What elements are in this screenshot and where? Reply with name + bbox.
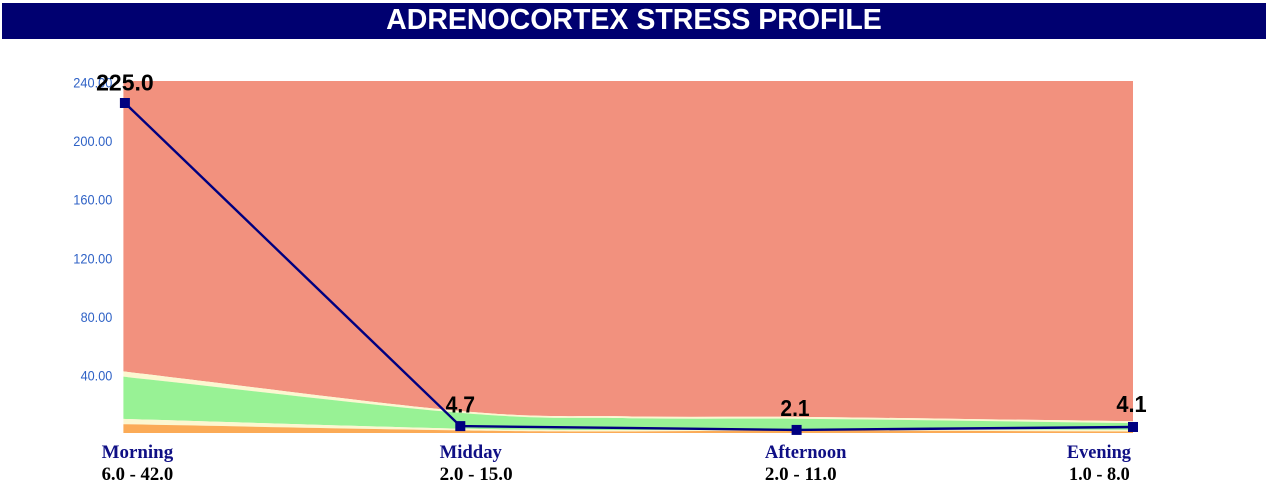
svg-text:160.00: 160.00: [73, 192, 112, 208]
svg-text:225.0: 225.0: [96, 70, 154, 96]
svg-text:Midday: Midday: [440, 442, 503, 463]
svg-text:40.00: 40.00: [81, 368, 113, 384]
svg-text:200.00: 200.00: [73, 133, 112, 149]
svg-text:4.1: 4.1: [1116, 391, 1146, 417]
svg-text:1.0 - 8.0: 1.0 - 8.0: [1069, 464, 1130, 485]
svg-text:Morning: Morning: [102, 442, 174, 463]
svg-text:2.1: 2.1: [780, 395, 809, 421]
svg-text:240.00: 240.00: [73, 74, 112, 90]
svg-text:Afternoon: Afternoon: [765, 442, 847, 463]
svg-text:120.00: 120.00: [73, 250, 112, 266]
svg-text:80.00: 80.00: [81, 309, 113, 325]
svg-text:4.7: 4.7: [446, 392, 475, 418]
svg-text:2.0 - 11.0: 2.0 - 11.0: [765, 464, 837, 485]
svg-text:Evening: Evening: [1067, 442, 1131, 463]
svg-text:6.0 - 42.0: 6.0 - 42.0: [102, 464, 174, 485]
svg-text:2.0 - 15.0: 2.0 - 15.0: [440, 464, 513, 485]
